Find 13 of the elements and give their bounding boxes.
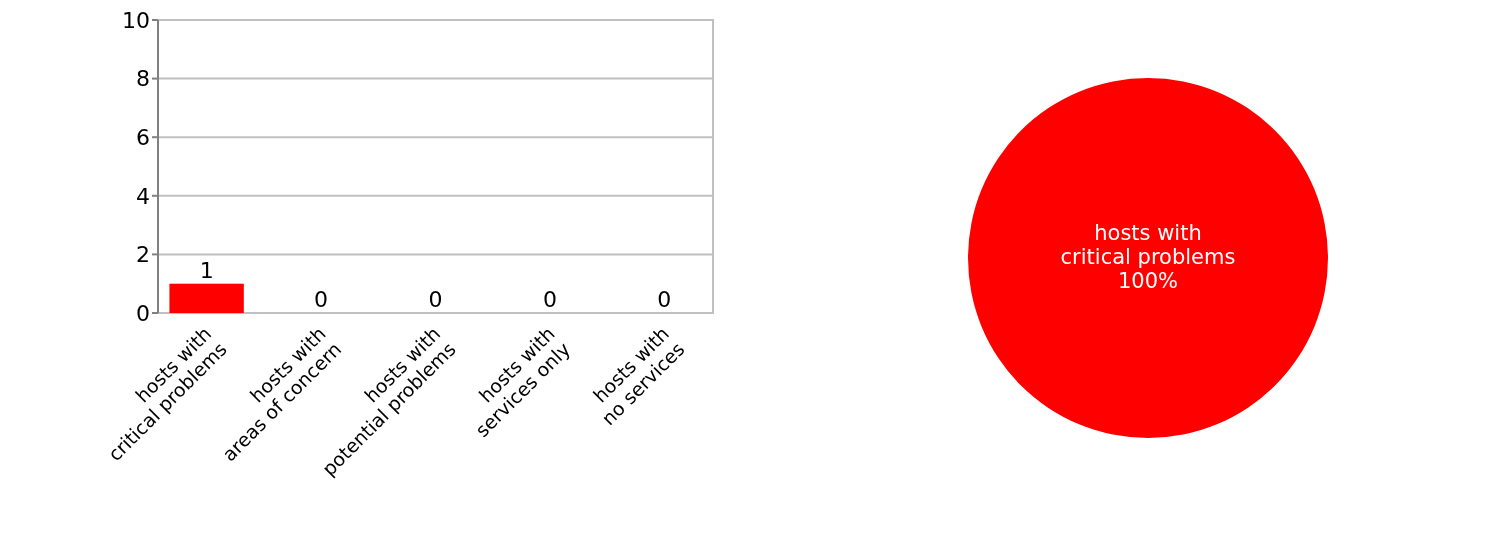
y-tick-label: 6 (136, 124, 150, 150)
data-label: 1 (199, 257, 214, 283)
slice-label: hosts with critical problems (1060, 221, 1236, 270)
data-label: 0 (314, 287, 329, 312)
data-label: 0 (542, 287, 557, 312)
y-tick-label: 2 (136, 242, 150, 268)
data-label: 0 (657, 287, 672, 312)
data-label: 0 (428, 287, 443, 312)
y-tick-label: 4 (136, 183, 150, 209)
y-tick-label: 0 (136, 300, 150, 326)
data-label: 100% (1117, 269, 1179, 294)
y-tick-label: 10 (122, 7, 150, 33)
y-tick-label: 8 (136, 66, 150, 92)
